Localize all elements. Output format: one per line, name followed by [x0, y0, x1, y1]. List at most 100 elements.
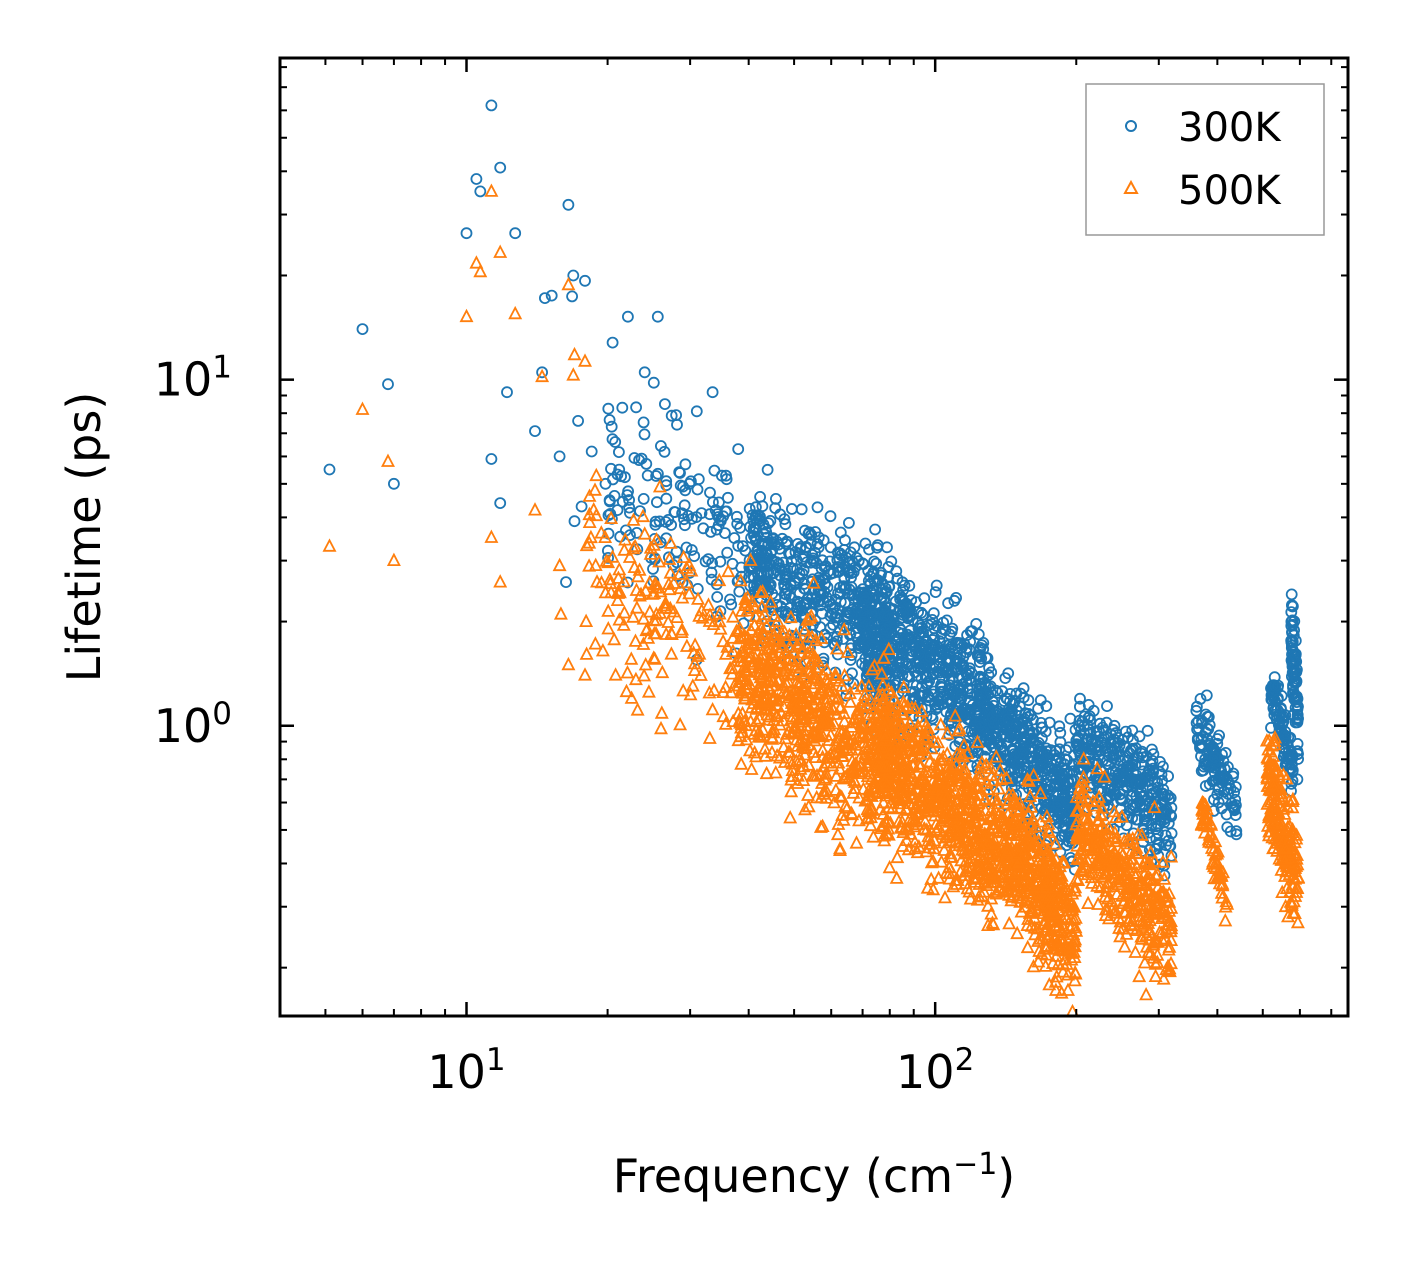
data-point-500k: [830, 826, 845, 841]
data-point-300k: [655, 440, 667, 452]
data-point-300k: [724, 593, 736, 606]
data-point-500k: [1059, 894, 1074, 908]
data-point-300k: [1107, 765, 1119, 777]
data-point-500k: [974, 862, 989, 877]
data-point-500k: [624, 651, 639, 665]
data-point-500k: [797, 723, 812, 737]
data-point-300k: [1230, 799, 1242, 812]
data-point-300k: [897, 663, 910, 676]
data-point-500k: [675, 622, 690, 636]
data-point-300k: [1208, 751, 1221, 764]
data-point-500k: [792, 696, 807, 710]
data-point-300k: [470, 173, 483, 185]
data-point-500k: [1155, 854, 1170, 868]
data-point-500k: [1024, 799, 1038, 813]
data-point-500k: [1056, 964, 1070, 978]
data-point-500k: [791, 663, 806, 677]
data-point-500k: [942, 859, 957, 873]
data-point-300k: [1134, 798, 1147, 811]
data-point-300k: [1163, 840, 1176, 852]
data-point-500k: [721, 563, 736, 578]
data-point-500k: [891, 789, 906, 803]
data-point-300k: [609, 436, 622, 448]
data-point-300k: [754, 552, 767, 565]
data-point-500k: [667, 604, 682, 618]
data-point-500k: [896, 824, 911, 838]
data-point-500k: [904, 700, 919, 714]
data-point-300k: [926, 634, 939, 646]
data-point-500k: [662, 551, 677, 565]
data-point-500k: [926, 853, 941, 867]
data-point-300k: [747, 522, 760, 535]
data-point-500k: [879, 776, 894, 790]
data-point-500k: [949, 756, 964, 771]
data-point-300k: [770, 492, 782, 505]
data-point-300k: [1074, 692, 1086, 705]
data-point-500k: [829, 733, 844, 747]
data-point-500k: [1010, 925, 1025, 940]
data-point-300k: [1002, 713, 1014, 725]
data-point-300k: [387, 477, 400, 490]
data-point-500k: [958, 867, 972, 881]
data-point-300k: [732, 443, 745, 456]
data-point-500k: [582, 535, 597, 549]
data-point-500k: [1066, 937, 1081, 951]
data-point-300k: [924, 650, 937, 663]
data-point-500k: [946, 878, 961, 893]
data-point-500k: [594, 574, 609, 589]
data-point-300k: [779, 518, 792, 531]
data-point-500k: [876, 794, 891, 809]
data-point-300k: [356, 323, 369, 336]
data-point-500k: [938, 796, 953, 810]
data-point-500k: [1211, 844, 1225, 858]
data-point-500k: [970, 734, 985, 748]
data-point-300k: [830, 607, 843, 620]
data-point-500k: [757, 741, 772, 755]
data-point-500k: [896, 679, 911, 693]
data-point-500k: [712, 613, 727, 628]
data-point-500k: [1041, 816, 1056, 830]
data-point-500k: [767, 691, 782, 705]
data-point-300k: [1285, 588, 1298, 601]
data-point-500k: [1097, 769, 1112, 783]
data-point-500k: [713, 621, 728, 635]
data-point-500k: [866, 829, 881, 843]
data-point-500k: [885, 706, 900, 720]
data-point-300k: [1090, 726, 1103, 738]
data-point-300k: [1212, 783, 1225, 795]
data-point-500k: [595, 643, 610, 657]
data-point-300k: [1073, 719, 1085, 732]
data-point-500k: [652, 554, 667, 568]
data-point-500k: [771, 683, 786, 697]
data-point-500k: [1197, 797, 1212, 811]
data-point-300k: [1147, 808, 1159, 821]
data-point-300k: [1126, 758, 1139, 771]
data-point-500k: [832, 761, 847, 775]
data-point-300k: [897, 606, 910, 619]
data-point-500k: [1157, 871, 1172, 885]
data-point-500k: [1036, 903, 1051, 917]
data-point-500k: [778, 662, 793, 677]
data-point-300k: [1132, 751, 1145, 764]
data-point-300k: [1155, 768, 1168, 781]
data-point-300k: [1141, 724, 1154, 737]
data-point-500k: [815, 742, 830, 756]
data-point-300k: [1277, 715, 1289, 728]
data-point-500k: [1005, 787, 1020, 801]
data-point-300k: [651, 496, 663, 509]
data-point-500k: [654, 705, 669, 719]
data-point-500k: [835, 724, 850, 738]
data-point-300k: [1109, 727, 1122, 740]
data-point-300k: [699, 555, 712, 568]
data-point-500k: [643, 540, 658, 554]
data-point-500k: [749, 722, 764, 737]
data-point-300k: [668, 506, 681, 518]
data-point-500k: [1156, 885, 1171, 899]
data-point-300k: [1140, 807, 1153, 820]
data-point-500k: [607, 631, 622, 646]
data-point-500k: [1134, 931, 1149, 945]
data-point-500k: [661, 614, 676, 628]
data-point-300k: [1017, 725, 1030, 737]
data-point-300k: [704, 486, 716, 499]
data-point-300k: [879, 601, 892, 613]
